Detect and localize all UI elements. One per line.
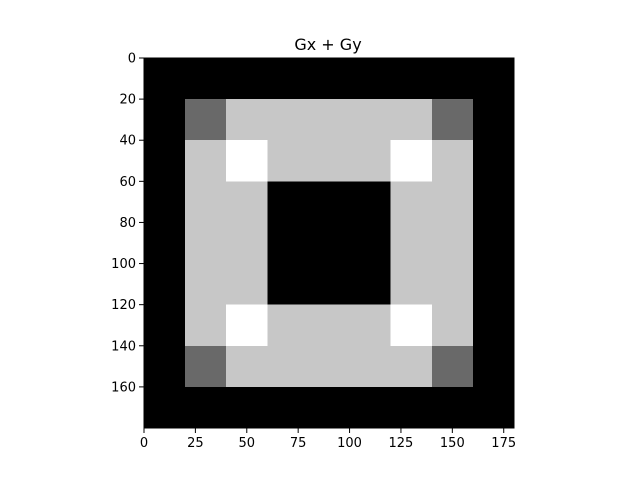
y-tick-label: 40 (119, 134, 136, 149)
region-corner-inner-tr (390, 140, 432, 182)
region-corner-inner-bl (226, 304, 268, 346)
region-corner-outer-br (431, 345, 473, 387)
x-tick-label: 0 (140, 436, 148, 451)
y-tick-label: 80 (119, 216, 136, 231)
x-tick-label: 100 (337, 436, 362, 451)
x-tick-label: 50 (239, 436, 256, 451)
x-tick-label: 175 (491, 436, 516, 451)
y-tick-label: 140 (111, 339, 136, 354)
region-corner-outer-tr (431, 99, 473, 141)
region-corner-outer-tl (185, 99, 227, 141)
x-axis-ticks: 0 25 50 75 100 125 150 175 (140, 428, 516, 451)
y-tick-label: 120 (111, 298, 136, 313)
y-tick-label: 20 (119, 93, 136, 108)
x-tick-label: 25 (187, 436, 204, 451)
y-tick-label: 160 (111, 380, 136, 395)
x-tick-label: 125 (389, 436, 414, 451)
chart-title: Gx + Gy (294, 35, 361, 54)
y-axis-ticks: 0 20 40 60 80 100 120 140 160 (111, 52, 144, 395)
y-tick-label: 0 (128, 52, 136, 67)
x-tick-label: 150 (440, 436, 465, 451)
y-tick-label: 60 (119, 175, 136, 190)
x-tick-label: 75 (290, 436, 307, 451)
region-corner-outer-bl (185, 345, 227, 387)
region-inner-hole (267, 181, 391, 305)
axes-frame (143, 57, 515, 429)
region-corner-inner-tl (226, 140, 268, 182)
region-corner-inner-br (390, 304, 432, 346)
heatmap-image (144, 58, 514, 428)
y-tick-label: 100 (111, 257, 136, 272)
